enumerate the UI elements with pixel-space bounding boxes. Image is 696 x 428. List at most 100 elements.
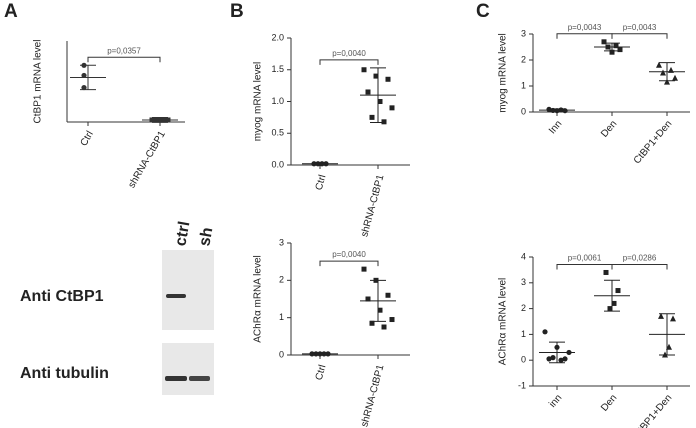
data-point bbox=[385, 292, 391, 298]
data-point bbox=[562, 108, 568, 114]
data-point bbox=[664, 78, 670, 85]
data-point bbox=[658, 312, 664, 319]
data-point bbox=[361, 266, 367, 272]
lane-label: sh bbox=[196, 226, 216, 247]
x-tick-label: Den bbox=[599, 119, 619, 140]
p-value: p=0,0040 bbox=[332, 250, 366, 259]
data-point bbox=[601, 39, 607, 45]
error-bar bbox=[80, 64, 96, 91]
x-tick-label: CtBP1+Den bbox=[632, 393, 675, 428]
p-value: p=0,0040 bbox=[332, 49, 366, 58]
data-point bbox=[562, 356, 568, 362]
y-axis-label: AChRα mRNA level bbox=[253, 255, 264, 342]
p-value: p=0,0043 bbox=[568, 23, 602, 32]
error-bar bbox=[152, 117, 168, 123]
data-point bbox=[365, 296, 371, 302]
blot-band bbox=[165, 376, 187, 381]
y-tick-label: 2 bbox=[279, 275, 284, 285]
data-point bbox=[546, 356, 552, 362]
data-point bbox=[365, 89, 371, 95]
blot-band bbox=[166, 294, 186, 298]
data-point bbox=[607, 306, 613, 312]
y-tick-label: 0.5 bbox=[271, 128, 284, 138]
x-tick-label: Den bbox=[599, 393, 619, 414]
data-point bbox=[369, 320, 375, 326]
y-tick-label: 2.0 bbox=[271, 32, 284, 42]
panel-letter: C bbox=[476, 1, 490, 22]
y-tick-label: 4 bbox=[521, 251, 526, 261]
y-tick-label: 1 bbox=[279, 312, 284, 322]
significance-bracket bbox=[611, 263, 668, 270]
y-tick-label: 1 bbox=[521, 329, 526, 339]
significance-bracket bbox=[556, 33, 613, 39]
x-tick-label: Ctrl bbox=[79, 129, 96, 148]
error-bar bbox=[549, 108, 565, 112]
data-point bbox=[550, 355, 556, 361]
data-point bbox=[381, 119, 387, 125]
data-point bbox=[361, 67, 367, 73]
blot-image bbox=[162, 343, 214, 395]
data-point bbox=[369, 114, 375, 120]
data-point bbox=[609, 49, 615, 55]
data-point bbox=[389, 317, 395, 323]
data-point bbox=[670, 315, 676, 322]
error-bar bbox=[370, 279, 386, 322]
data-point bbox=[385, 76, 391, 82]
data-point bbox=[377, 307, 383, 313]
data-point bbox=[546, 106, 552, 112]
y-tick-label: 3 bbox=[521, 277, 526, 287]
x-tick-label: shRNA-CtBP1 bbox=[359, 363, 386, 428]
data-point bbox=[81, 72, 87, 79]
blot-image bbox=[162, 250, 214, 330]
data-point bbox=[613, 43, 619, 49]
error-bar bbox=[370, 67, 386, 123]
y-tick-label: 0 bbox=[521, 106, 526, 116]
error-bar bbox=[604, 279, 620, 312]
x-tick-label: Ctrl bbox=[314, 174, 329, 192]
y-tick-label: 1.5 bbox=[271, 64, 284, 74]
x-tick-label: CtBP1+Den bbox=[632, 119, 675, 167]
data-point bbox=[611, 300, 617, 306]
y-tick-label: 2 bbox=[521, 54, 526, 64]
y-tick-label: -1 bbox=[518, 380, 526, 390]
p-value: p=0,0061 bbox=[568, 254, 602, 263]
y-tick-label: 1 bbox=[521, 80, 526, 90]
western-blot: ctrl sh Anti CtBP1 Anti tubulin bbox=[20, 220, 216, 395]
data-point bbox=[542, 329, 548, 335]
row-label: Anti CtBP1 bbox=[20, 288, 104, 305]
error-bar bbox=[604, 42, 620, 52]
data-point bbox=[617, 47, 623, 53]
p-value: p=0,0043 bbox=[623, 23, 657, 32]
y-tick-label: 0 bbox=[279, 349, 284, 359]
y-tick-label: 3 bbox=[521, 28, 526, 38]
y-axis-label: myog mRNA level bbox=[253, 62, 264, 141]
data-point bbox=[389, 105, 395, 111]
y-tick-label: 1.0 bbox=[271, 96, 284, 106]
data-point bbox=[81, 84, 87, 91]
y-tick-label: 2 bbox=[521, 303, 526, 313]
lane-label: ctrl bbox=[172, 220, 193, 247]
y-tick-label: 0 bbox=[521, 355, 526, 365]
x-tick-label: shRNA-CtBP1 bbox=[126, 129, 168, 190]
significance-bracket bbox=[319, 59, 379, 65]
error-bar bbox=[312, 162, 328, 165]
error-bar bbox=[549, 341, 565, 364]
blot-band bbox=[189, 376, 210, 381]
data-point bbox=[603, 269, 609, 275]
data-point bbox=[377, 99, 383, 104]
significance-bracket bbox=[87, 56, 161, 63]
significance-bracket bbox=[319, 260, 379, 267]
data-point bbox=[656, 61, 662, 68]
y-axis-label: CtBP1 mRNA level bbox=[33, 40, 44, 124]
significance-bracket bbox=[611, 33, 668, 39]
x-tick-label: shRNA-CtBP1 bbox=[359, 173, 386, 238]
data-point bbox=[672, 74, 678, 81]
error-bar bbox=[312, 352, 328, 356]
data-point bbox=[660, 69, 666, 76]
y-tick-label: 3 bbox=[279, 237, 284, 247]
x-tick-label: Inn bbox=[547, 119, 564, 137]
data-point bbox=[558, 357, 564, 363]
p-value: p=0,0357 bbox=[107, 46, 141, 55]
y-axis-label: AChRα mRNA level bbox=[498, 278, 509, 365]
